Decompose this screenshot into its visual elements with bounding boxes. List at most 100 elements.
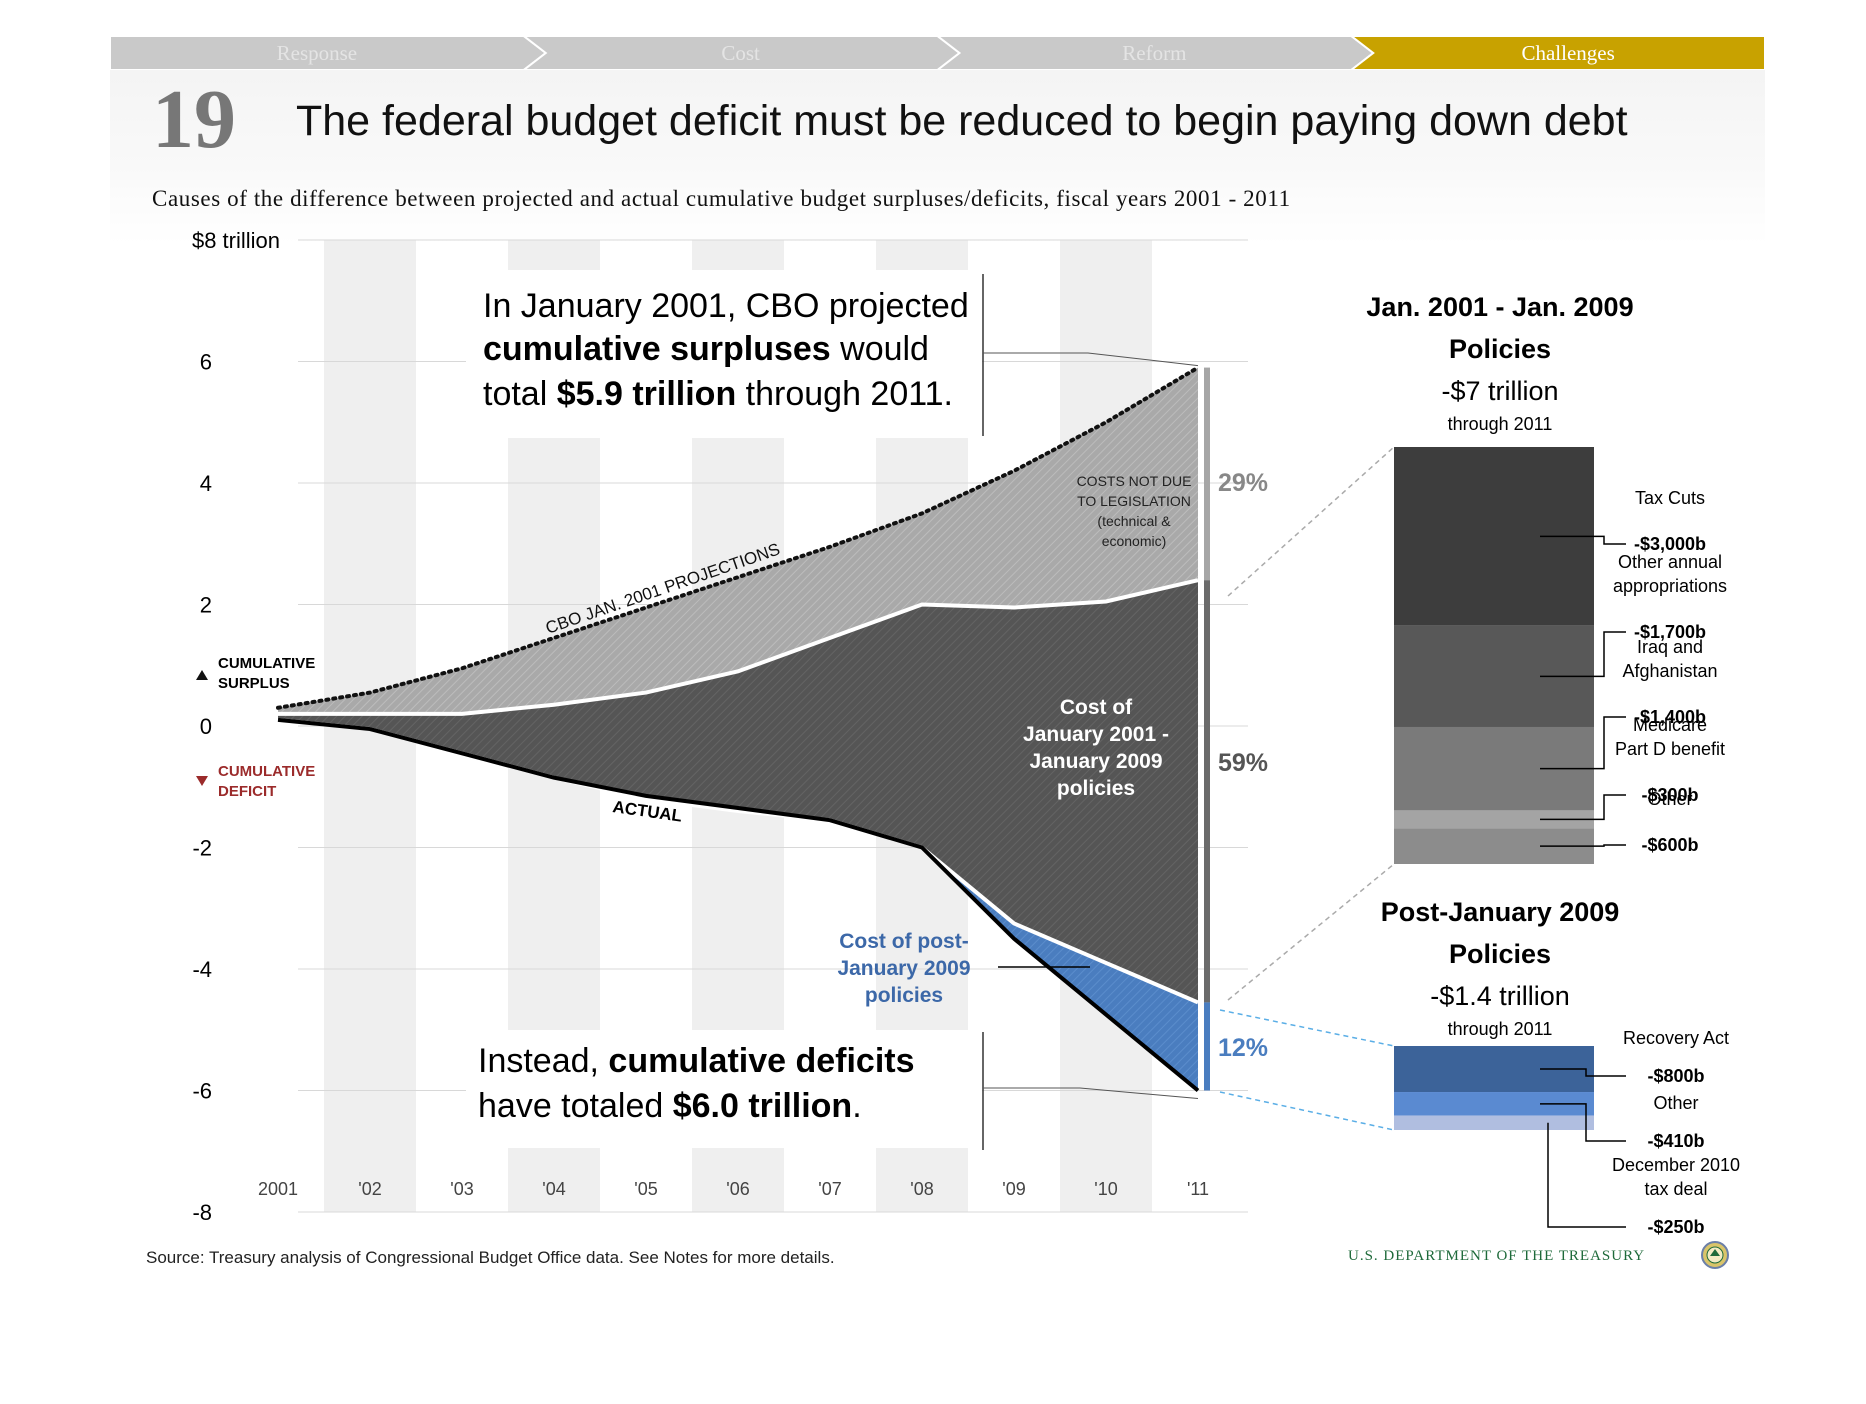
data-point-s1 — [645, 691, 648, 694]
label-cost-post-2009: Cost of post- — [839, 930, 968, 953]
data-point-s0 — [921, 512, 924, 515]
label-costs-not-due: (technical & — [1097, 513, 1171, 529]
deficit-arrow-icon — [196, 776, 208, 786]
series-line-policies-boundary — [278, 578, 1199, 716]
breakdown-post-2009-label: Recovery Act — [1623, 1028, 1729, 1048]
legend-deficit: DEFICIT — [218, 783, 276, 800]
connector-post-2009-bottom — [1219, 1091, 1395, 1131]
breakdown-2001-2009-leader — [1540, 844, 1626, 847]
area-post-2009-policies — [922, 847, 1198, 1091]
share-bar-post-2009 — [1204, 1002, 1210, 1091]
label-cost-2001-2009: policies — [1057, 777, 1135, 800]
breakdown-2001-2009-value: -$3,000b — [1634, 534, 1706, 554]
data-point-s0 — [737, 576, 740, 579]
breakdown-2001-2009-value: -$300b — [1641, 785, 1698, 805]
data-point-s0 — [553, 636, 556, 639]
label-cost-2001-2009: Cost of — [1060, 696, 1133, 719]
breakdown-2001-2009-heading: Jan. 2001 - Jan. 2009 — [1366, 292, 1633, 322]
annotation-bold: $6.0 trillion — [673, 1087, 853, 1125]
x-tick-label: '05 — [634, 1179, 657, 1199]
y-tick-label: 0 — [200, 714, 212, 739]
share-bar-costs-not-due — [1204, 367, 1210, 581]
breakdown-2001-2009-label: Part D benefit — [1615, 739, 1725, 759]
breakdown-post-2009-leader — [1547, 1122, 1626, 1228]
connector-2001-2009-bottom — [1227, 863, 1395, 1001]
data-point-s0 — [461, 667, 464, 670]
annotation-projected-line1: In January 2001, CBO projected — [483, 287, 969, 325]
breakdown-2001-2009-label: Other — [1647, 789, 1692, 809]
legend-surplus: CUMULATIVE — [218, 655, 315, 672]
x-tick-label: '06 — [726, 1179, 749, 1199]
y-tick-label: -8 — [192, 1200, 212, 1225]
breakdown-2001-2009-label: Medicare — [1633, 715, 1707, 735]
breakdown-post-2009-value: -$800b — [1647, 1066, 1704, 1086]
connector-2001-2009-top — [1227, 446, 1395, 597]
annotation-projected-box — [466, 270, 982, 438]
breakdown-2001-2009-label: Other annual — [1618, 552, 1722, 572]
data-point-s3 — [645, 794, 648, 797]
nav-tab-label: Reform — [1122, 41, 1186, 65]
breakdown-2001-2009-through: through 2011 — [1448, 414, 1553, 434]
data-point-s1 — [553, 703, 556, 706]
breakdown-2001-2009-value: -$600b — [1641, 835, 1698, 855]
annotation-bold: cumulative surpluses — [483, 330, 831, 368]
breakdown-post-2009-value: -$410b — [1647, 1131, 1704, 1151]
breakdown-2001-2009-label: Afghanistan — [1622, 661, 1717, 681]
annotation-bold: $5.9 trillion — [557, 375, 737, 413]
annotation-actual-line2: have totaled $6.0 trillion. — [478, 1087, 862, 1125]
share-bar-2001-2009 — [1204, 580, 1210, 1003]
surplus-arrow-icon — [196, 670, 208, 680]
data-point-s1 — [1013, 606, 1016, 609]
breakdown-post-2009-value: -$250b — [1647, 1217, 1704, 1237]
share-label-post-2009: 12% — [1218, 1034, 1268, 1062]
legend-surplus: SURPLUS — [218, 675, 290, 692]
annotation-actual-line1: Instead, cumulative deficits — [478, 1042, 915, 1080]
breakdown-2001-2009-segment — [1394, 810, 1594, 829]
annotation-text: have totaled — [478, 1087, 673, 1125]
data-point-s1 — [369, 712, 372, 715]
breakdown-2001-2009-heading: Policies — [1449, 334, 1551, 364]
label-costs-not-due: TO LEGISLATION — [1077, 493, 1191, 509]
data-point-s1 — [829, 636, 832, 639]
nav-tab-cost — [522, 36, 962, 70]
data-point-s0 — [829, 545, 832, 548]
annotation-actual-box — [466, 1030, 982, 1148]
annotation-projected-line3: total $5.9 trillion through 2011. — [483, 375, 953, 413]
section-nav: Response Cost Reform Challenges — [110, 36, 1765, 70]
data-point-s0 — [1197, 366, 1200, 369]
data-point-s1 — [277, 712, 280, 715]
breakdown-post-2009-heading: Post-January 2009 — [1381, 897, 1620, 927]
breakdown-post-2009-label: tax deal — [1644, 1179, 1707, 1199]
breakdown-post-2009-heading: Policies — [1449, 939, 1551, 969]
x-tick-label: '10 — [1094, 1179, 1117, 1199]
nav-tab-reform — [935, 36, 1375, 70]
data-point-s2 — [1197, 1001, 1200, 1004]
x-tick-label: 2001 — [258, 1179, 298, 1199]
nav-tab-challenges — [1349, 36, 1765, 70]
x-tick-label: '04 — [542, 1179, 565, 1199]
breakdown-post-2009-segment — [1394, 1115, 1594, 1130]
source-note: Source: Treasury analysis of Congression… — [146, 1248, 835, 1267]
data-point-s0 — [277, 706, 280, 709]
y-tick-label: 6 — [200, 350, 212, 375]
annotation-text: Instead, — [478, 1042, 608, 1080]
area-costs-not-due-to-legislation — [278, 367, 1198, 714]
treasury-seal-icon — [1701, 1241, 1729, 1269]
data-point-s3 — [553, 776, 556, 779]
nav-tab-label: Challenges — [1521, 41, 1614, 65]
nav-tab-label: Cost — [721, 41, 760, 65]
y-tick-label: 4 — [200, 471, 212, 496]
x-tick-label: '09 — [1002, 1179, 1025, 1199]
x-tick-label: '02 — [358, 1179, 381, 1199]
slide-number: 19 — [152, 73, 236, 166]
annotation-text: would — [831, 330, 929, 368]
data-point-s0 — [369, 691, 372, 694]
x-tick-label: '08 — [910, 1179, 933, 1199]
breakdown-2001-2009-leader — [1540, 716, 1626, 770]
breakdown-post-2009-label: December 2010 — [1612, 1155, 1740, 1175]
data-point-s0 — [1013, 469, 1016, 472]
annotation-text: . — [852, 1087, 861, 1125]
data-point-s3 — [921, 846, 924, 849]
series-line-actual — [277, 717, 1200, 1093]
